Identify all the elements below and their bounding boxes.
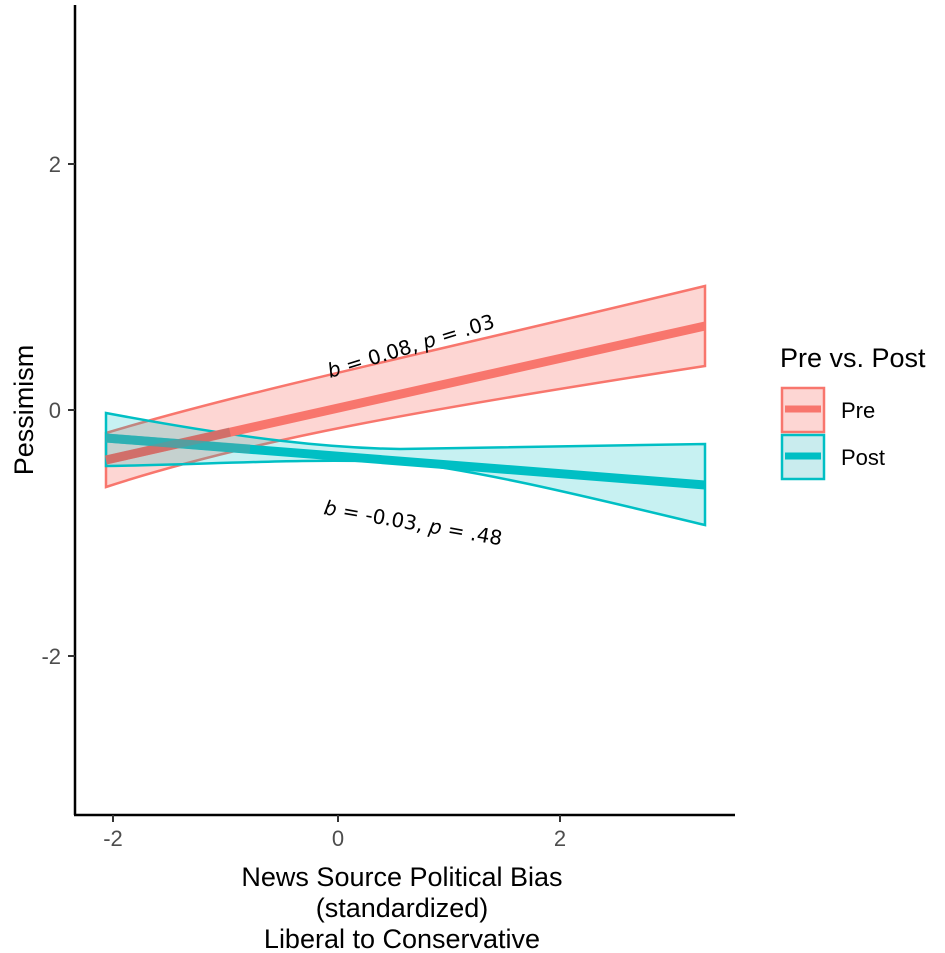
legend-label-post: Post xyxy=(841,445,885,470)
y-tick-label: -2 xyxy=(41,644,61,669)
post-stat-annotation: b = -0.03, p = .48 xyxy=(322,495,504,550)
legend-item-post: Post xyxy=(780,433,885,481)
x-tick-label: 0 xyxy=(332,826,344,851)
y-tick-label: 0 xyxy=(49,398,61,423)
legend-label-pre: Pre xyxy=(841,398,875,423)
x-axis-title-line3: Liberal to Conservative xyxy=(264,924,540,953)
x-tick-label: 2 xyxy=(554,826,566,851)
legend-title: Pre vs. Post xyxy=(780,343,926,373)
y-axis-title: Pessimism xyxy=(9,345,39,476)
x-tick-label: -2 xyxy=(103,826,123,851)
x-axis-title-line2: (standardized) xyxy=(316,893,489,923)
x-axis-title-line1: News Source Political Bias xyxy=(241,862,562,892)
y-tick-label: 2 xyxy=(49,152,61,177)
legend: Pre vs. Post Pre Post xyxy=(780,343,926,481)
legend-item-pre: Pre xyxy=(780,386,875,434)
post-fit-line-overlap xyxy=(105,433,251,454)
post-ci-band xyxy=(104,411,707,527)
